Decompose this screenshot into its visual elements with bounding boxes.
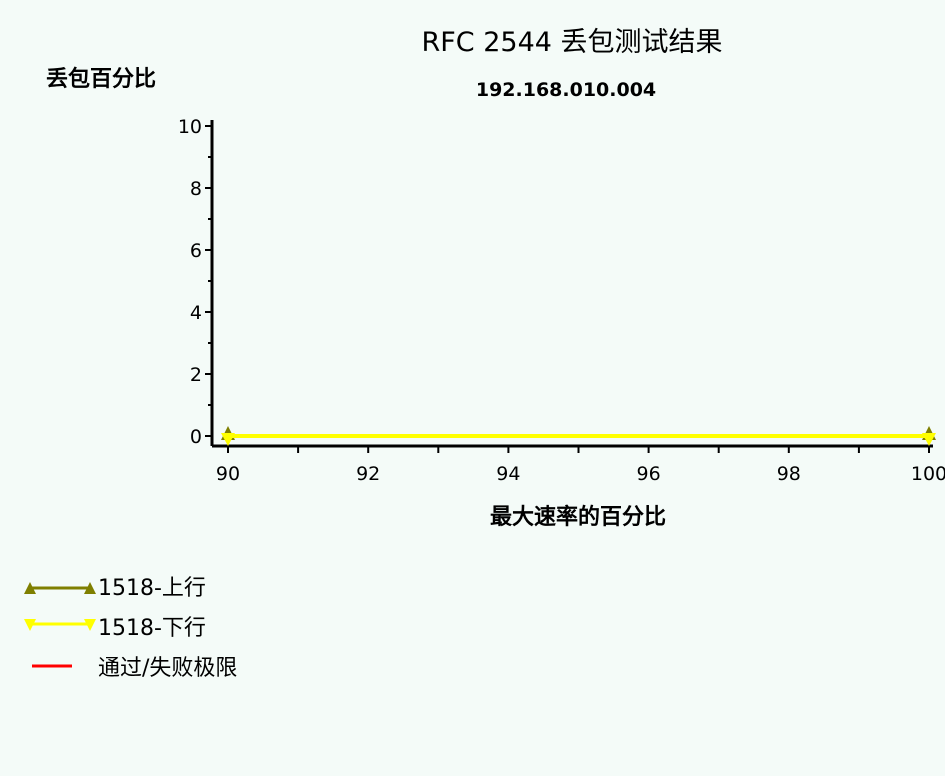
x-tick-label: 90 bbox=[216, 463, 240, 485]
chart-subtitle: 192.168.010.004 bbox=[476, 79, 656, 101]
series-layer bbox=[221, 426, 936, 446]
chart-title: RFC 2544 丢包测试结果 bbox=[421, 27, 722, 58]
y-tick-label: 6 bbox=[190, 240, 202, 262]
legend-item-downstream: 1518-下行 bbox=[24, 606, 237, 646]
x-tick-label: 96 bbox=[637, 463, 661, 485]
y-axis-label: 丢包百分比 bbox=[46, 66, 156, 92]
triangle-up-marker-icon bbox=[24, 582, 96, 594]
legend: 1518-上行 1518-下行 通过/失败极限 bbox=[24, 566, 237, 686]
y-tick-label: 2 bbox=[190, 364, 202, 386]
legend-item-threshold: 通过/失败极限 bbox=[24, 646, 237, 686]
series-2-marker bbox=[922, 433, 936, 446]
y-tick-label: 10 bbox=[178, 116, 202, 138]
x-tick-label: 92 bbox=[356, 463, 380, 485]
x-tick-label: 94 bbox=[496, 463, 520, 485]
axes bbox=[210, 120, 933, 448]
axis-ticks: 0 2 4 6 8 10 90 92 94 96 98 100 bbox=[178, 116, 945, 485]
y-tick-label: 8 bbox=[190, 178, 202, 200]
line-swatch-icon bbox=[32, 664, 72, 668]
legend-label: 1518-上行 bbox=[98, 576, 206, 601]
x-axis-label: 最大速率的百分比 bbox=[490, 504, 666, 530]
series-2-marker bbox=[221, 433, 235, 446]
legend-item-upstream: 1518-上行 bbox=[24, 566, 237, 606]
triangle-down-marker-icon bbox=[24, 619, 96, 631]
legend-label: 通过/失败极限 bbox=[98, 656, 238, 681]
x-tick-label: 100 bbox=[911, 463, 945, 485]
y-tick-label: 4 bbox=[190, 302, 202, 324]
y-tick-label: 0 bbox=[190, 426, 202, 448]
legend-label: 1518-下行 bbox=[98, 616, 206, 641]
x-tick-label: 98 bbox=[777, 463, 801, 485]
